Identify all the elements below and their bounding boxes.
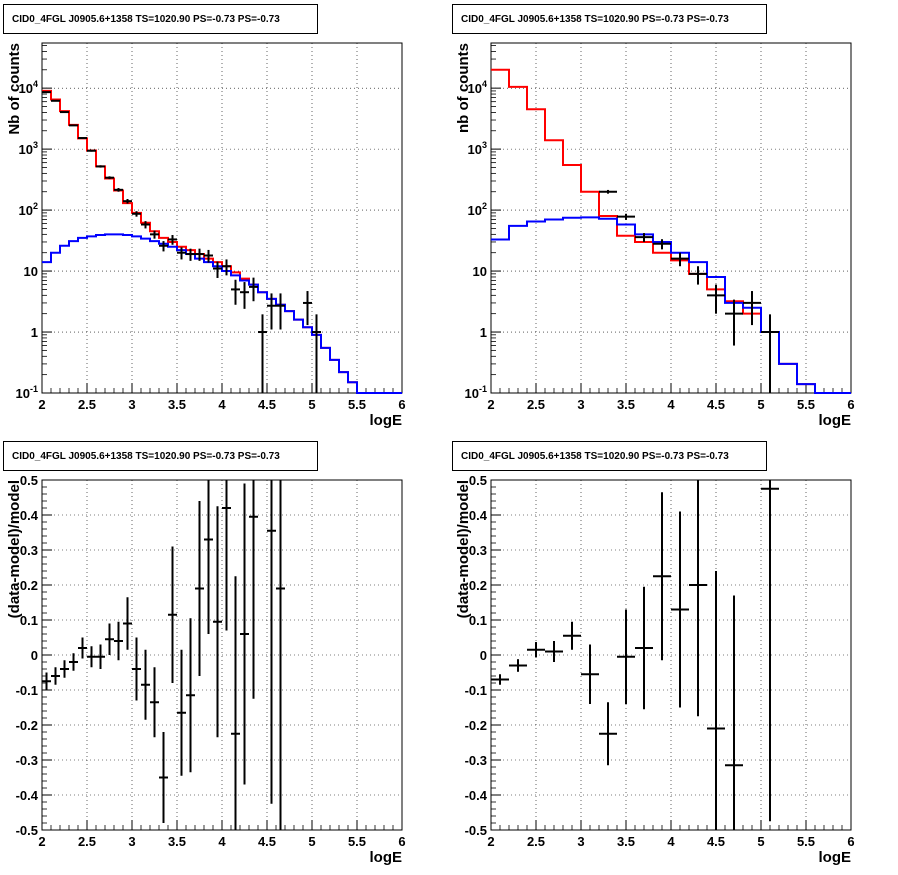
x-tick-label: 2: [487, 397, 494, 412]
y-tick-label: 0.5: [469, 473, 487, 488]
x-tick-label: 3: [128, 834, 135, 849]
x-tick-label: 3.5: [168, 397, 186, 412]
y-axis-label: (data-model)/model: [455, 480, 472, 618]
y-tick-label: 0.3: [469, 543, 487, 558]
y-axis-label: (data-model)/model: [6, 480, 23, 618]
y-tick-label: 1: [480, 325, 487, 340]
y-axis-label: Nb of counts: [6, 43, 23, 135]
y-tick-label: 0.2: [20, 578, 38, 593]
y-tick-label: 1: [31, 325, 38, 340]
x-tick-label: 2: [38, 397, 45, 412]
data-points: [599, 189, 779, 393]
data-points: [42, 480, 285, 830]
y-tick-label: 0: [480, 648, 487, 663]
x-tick-label: 3: [577, 397, 584, 412]
y-tick-label: 0.5: [20, 473, 38, 488]
y-tick-label: -0.3: [465, 753, 487, 768]
x-axis-label: logE: [370, 412, 403, 429]
y-tick-label: 10: [473, 264, 487, 279]
model-histogram-line: [42, 233, 402, 394]
x-tick-label: 2.5: [527, 397, 545, 412]
x-tick-label: 6: [847, 397, 854, 412]
x-tick-label: 4.5: [707, 397, 725, 412]
x-tick-label: 5: [308, 397, 315, 412]
x-axis-label: logE: [819, 849, 852, 866]
x-tick-label: 5.5: [348, 834, 366, 849]
y-tick-label: 0.4: [469, 508, 488, 523]
model-histogram-line: [491, 216, 851, 394]
y-tick-label: -0.3: [16, 753, 38, 768]
x-tick-label: 2.5: [78, 834, 96, 849]
y-tick-label: -0.5: [16, 823, 38, 838]
x-tick-label: 5.5: [348, 397, 366, 412]
x-tick-label: 5.5: [797, 397, 815, 412]
x-tick-label: 6: [398, 834, 405, 849]
panel-title-bottom-right: CID0_4FGL J0905.6+1358 TS=1020.90 PS=-0.…: [452, 441, 767, 471]
y-axis-label: nb of counts: [455, 43, 472, 133]
panel-title-top-left: CID0_4FGL J0905.6+1358 TS=1020.90 PS=-0.…: [3, 4, 318, 34]
y-tick-label: 10-1: [16, 384, 38, 401]
y-tick-label: 0: [31, 648, 38, 663]
x-tick-label: 4: [667, 834, 675, 849]
y-tick-label: 102: [468, 201, 487, 218]
x-tick-label: 6: [398, 397, 405, 412]
x-axis-label: logE: [819, 412, 852, 429]
x-tick-label: 3.5: [617, 397, 635, 412]
x-tick-label: 3: [577, 834, 584, 849]
x-tick-label: 5: [308, 834, 315, 849]
x-tick-label: 5: [757, 834, 764, 849]
y-tick-label: -0.2: [465, 718, 487, 733]
y-tick-label: 104: [19, 79, 38, 96]
x-tick-label: 4.5: [258, 397, 276, 412]
x-tick-label: 2.5: [527, 834, 545, 849]
y-tick-label: 103: [468, 140, 487, 157]
chart-panel-top-right: 2 2.5 3 3.5 4 4.5 5 5.5 6 10-1 1 10 102 103 104 logE nb …: [455, 42, 855, 429]
y-tick-label: 104: [468, 79, 487, 96]
x-tick-label: 2: [487, 834, 494, 849]
y-tick-label: 0.4: [20, 508, 39, 523]
x-tick-label: 5: [757, 397, 764, 412]
y-tick-label: 0.2: [469, 578, 487, 593]
y-tick-label: -0.1: [16, 683, 38, 698]
plot-frame: [490, 42, 852, 394]
x-axis-label: logE: [370, 849, 403, 866]
x-tick-label: 5.5: [797, 834, 815, 849]
y-tick-label: -0.2: [16, 718, 38, 733]
y-tick-label: 10-1: [465, 384, 487, 401]
y-tick-label: 103: [19, 140, 38, 157]
y-tick-label: 0.3: [20, 543, 38, 558]
x-tick-label: 3: [128, 397, 135, 412]
data-points: [42, 91, 321, 393]
y-tick-label: 102: [19, 201, 38, 218]
chart-panel-bottom-right: 2 2.5 3 3.5 4 4.5 5 5.5 6 -0.5 -0.4 -0.3 -0.2 -0.1 0 0.…: [455, 473, 855, 866]
x-tick-label: 3.5: [617, 834, 635, 849]
y-tick-label: -0.4: [465, 788, 488, 803]
x-tick-label: 4: [218, 834, 226, 849]
data-points: [491, 480, 779, 830]
panel-title-top-right: CID0_4FGL J0905.6+1358 TS=1020.90 PS=-0.…: [452, 4, 767, 34]
panel-title-bottom-left: CID0_4FGL J0905.6+1358 TS=1020.90 PS=-0.…: [3, 441, 318, 471]
y-tick-label: 0.1: [469, 613, 487, 628]
y-tick-label: 0.1: [20, 613, 38, 628]
x-tick-label: 4: [218, 397, 226, 412]
y-tick-label: -0.5: [465, 823, 487, 838]
chart-panel-top-left: 2 2.5 3 3.5 4 4.5 5 5.5 6 10-1 1 10 102 103 104 logE Nb …: [6, 42, 406, 429]
x-tick-label: 4.5: [707, 834, 725, 849]
x-tick-label: 3.5: [168, 834, 186, 849]
plot-frame: [41, 42, 403, 394]
x-tick-label: 4: [667, 397, 675, 412]
x-tick-label: 4.5: [258, 834, 276, 849]
x-tick-label: 2: [38, 834, 45, 849]
chart-panel-bottom-left: 2 2.5 3 3.5 4 4.5 5 5.5 6 -0.5 -0.4 -0.3 -0.2 -0.1 0 0.…: [6, 473, 406, 866]
y-tick-label: -0.4: [16, 788, 39, 803]
x-tick-label: 6: [847, 834, 854, 849]
y-tick-label: -0.1: [465, 683, 487, 698]
y-tick-label: 10: [24, 264, 38, 279]
x-tick-label: 2.5: [78, 397, 96, 412]
